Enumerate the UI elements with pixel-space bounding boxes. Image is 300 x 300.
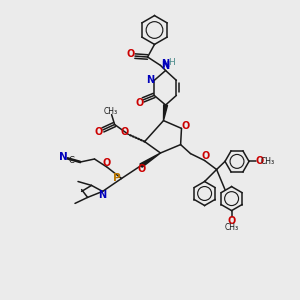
Text: N: N	[146, 75, 154, 85]
Text: CH₃: CH₃	[103, 106, 118, 116]
Text: O: O	[120, 127, 128, 137]
Text: N: N	[161, 61, 169, 71]
Text: O: O	[137, 164, 146, 175]
Text: O: O	[95, 127, 103, 137]
Polygon shape	[164, 105, 167, 121]
Text: CH₃: CH₃	[260, 157, 275, 166]
Text: H: H	[168, 58, 175, 67]
Text: O: O	[255, 156, 264, 167]
Text: O: O	[227, 216, 236, 226]
Text: O: O	[201, 151, 209, 161]
Text: O: O	[181, 121, 190, 131]
Text: N: N	[58, 152, 68, 162]
Text: C: C	[68, 156, 74, 165]
Text: CH₃: CH₃	[224, 223, 239, 232]
Text: N: N	[98, 190, 106, 200]
Text: N: N	[161, 58, 170, 69]
Text: O: O	[102, 158, 110, 168]
Text: O: O	[127, 49, 135, 59]
Text: P: P	[113, 173, 121, 183]
Text: O: O	[135, 98, 143, 108]
Polygon shape	[140, 153, 160, 167]
